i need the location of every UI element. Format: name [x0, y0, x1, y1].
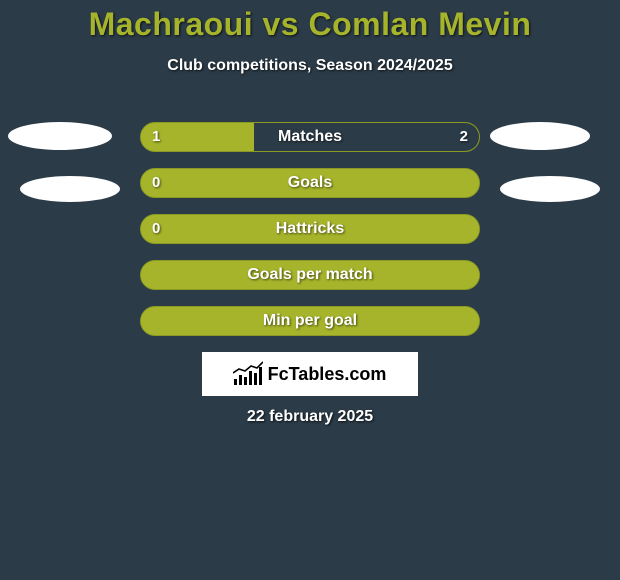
brand-box: FcTables.com	[202, 352, 418, 396]
brand-text: FcTables.com	[268, 364, 387, 385]
stat-bar-left-fill	[141, 307, 479, 335]
stat-row: Min per goal	[0, 306, 620, 336]
stat-bar-right-fill	[254, 123, 479, 151]
stat-bar-left-fill	[141, 123, 254, 151]
stat-bar-track	[140, 122, 480, 152]
footer-date: 22 february 2025	[0, 408, 620, 426]
stat-row: Goals per match	[0, 260, 620, 290]
stat-bar-track	[140, 214, 480, 244]
page-title: Machraoui vs Comlan Mevin	[0, 0, 620, 43]
stat-bar-left-fill	[141, 215, 479, 243]
stat-row: Matches12	[0, 122, 620, 152]
stat-row: Hattricks0	[0, 214, 620, 244]
stat-bar-track	[140, 168, 480, 198]
stat-row: Goals0	[0, 168, 620, 198]
page-subtitle: Club competitions, Season 2024/2025	[0, 57, 620, 75]
stat-bar-left-fill	[141, 169, 479, 197]
brand-chart-icon	[234, 363, 262, 385]
comparison-infographic: Machraoui vs Comlan Mevin Club competiti…	[0, 0, 620, 580]
stat-bar-left-fill	[141, 261, 479, 289]
stat-rows: Matches12 Goals0 Hattricks0 Goals per match…	[0, 122, 620, 352]
stat-bar-track	[140, 306, 480, 336]
stat-bar-track	[140, 260, 480, 290]
